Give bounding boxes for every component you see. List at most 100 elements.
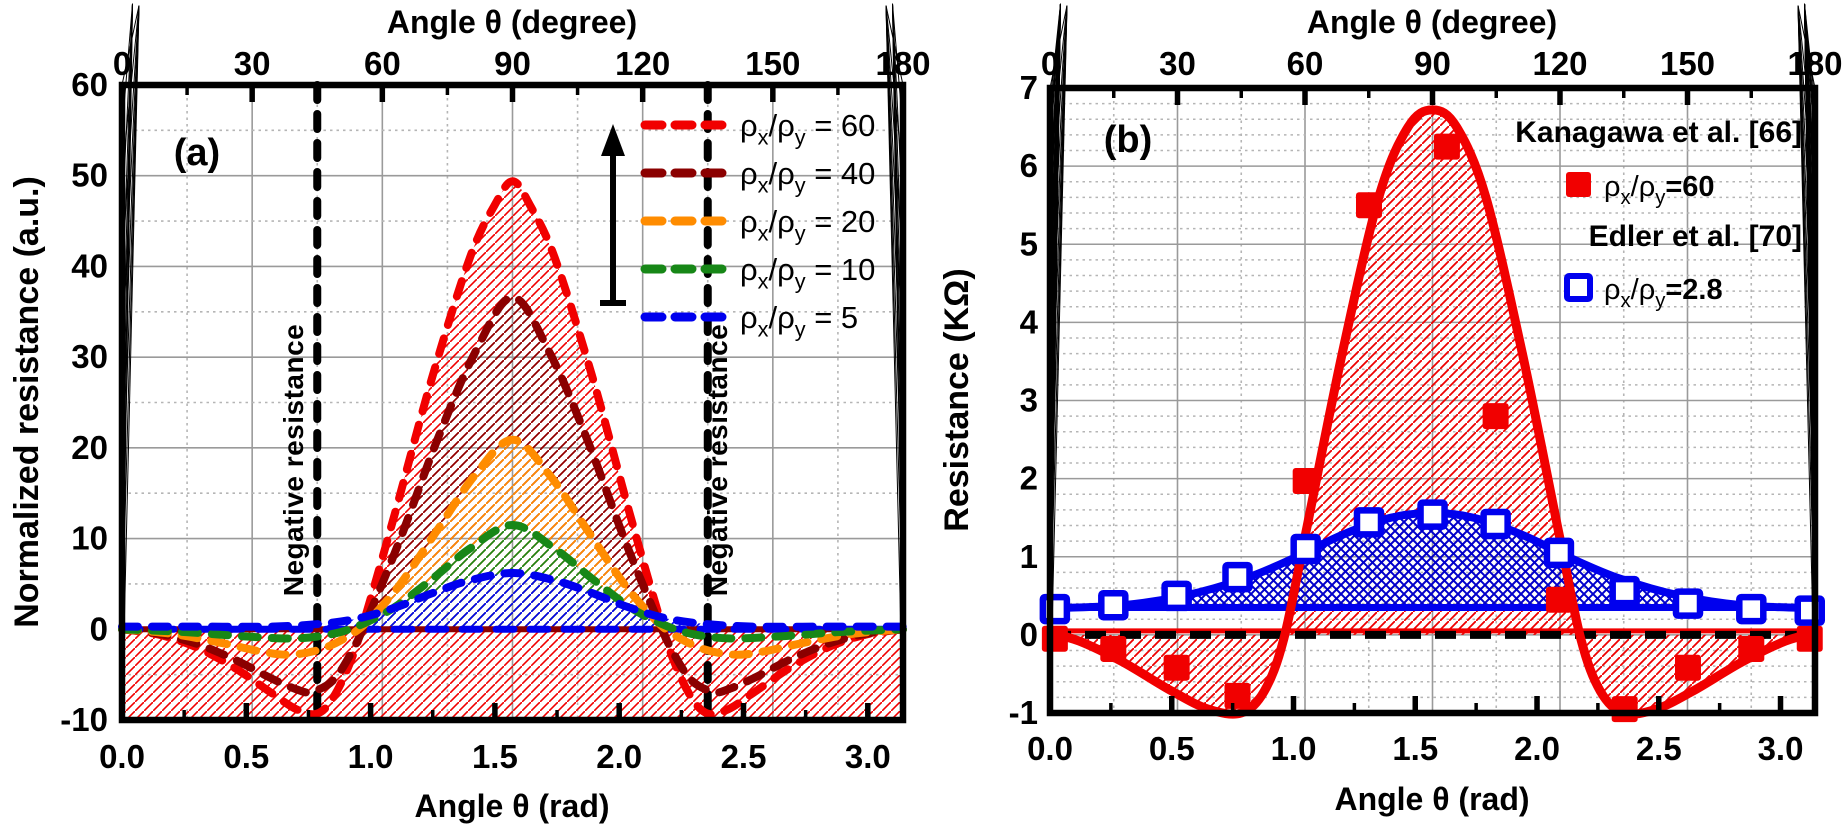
red-fit-area-hatch — [1050, 109, 1815, 715]
y-tick-label: 0 — [1020, 616, 1038, 653]
edler-point-9 — [1543, 537, 1575, 569]
curve-rho-20 — [118, 435, 907, 659]
edler-point-12 — [1736, 593, 1767, 625]
x-top-tick-label: 180 — [1787, 45, 1842, 82]
tick-mark — [885, 5, 904, 267]
panel-b: Kanagawa et al. [66] ρx/ρy=60 Edler et al.… — [938, 3, 1843, 817]
x-top-tick-label: 30 — [1159, 45, 1196, 82]
x-top-tick-label: 90 — [1414, 45, 1451, 82]
kanagawa-point-9 — [1545, 586, 1572, 613]
y-tick-label: 5 — [1020, 225, 1038, 262]
legend-a-label-5: ρx/ρy = 5 — [740, 300, 858, 341]
tick-mark — [121, 5, 140, 86]
x-bottom-tick-label: 1.0 — [1271, 730, 1317, 767]
x-top-tick-label: 0 — [113, 45, 131, 82]
y-tick-label: 4 — [1020, 303, 1039, 340]
tick-mark — [1049, 5, 1068, 167]
tick-labels: 0 30 60 90 120 150 180 0.0 0.5 1.0 1.5 2.0 2.5 3.0 -1 0… — [1009, 45, 1843, 767]
kanagawa-point-11 — [1674, 654, 1701, 681]
curve-rho-5 — [118, 568, 907, 631]
tick-mark — [1797, 5, 1816, 323]
kanagawa-point-1 — [1041, 625, 1068, 652]
panel-b-x-axis-title: Angle θ (rad) — [1334, 781, 1529, 817]
legend-b-title-kanagawa: Kanagawa et al. [66] — [1515, 116, 1802, 149]
increasing-anisotropy-arrow — [600, 124, 626, 306]
negative-resistance-label-right: Negative resistance — [702, 324, 733, 597]
y-tick-label: 20 — [71, 429, 108, 466]
x-bottom-tick-label: 0.5 — [1149, 730, 1195, 767]
x-top-tick-label: 0 — [1041, 45, 1059, 82]
legend-b-title-edler: Edler et al. [70] — [1589, 220, 1802, 253]
tick-mark — [121, 5, 140, 358]
tick-mark — [1049, 5, 1068, 245]
tick-mark — [892, 3, 904, 312]
edler-point-6 — [1353, 507, 1385, 538]
kanagawa-point-6 — [1355, 192, 1382, 219]
legend-b-label-kanagawa: ρx/ρy=60 — [1604, 171, 1715, 209]
x-top-tick-label: 30 — [234, 45, 271, 82]
kanagawa-point-8 — [1482, 403, 1509, 430]
panel-b-letter: (b) — [1104, 119, 1153, 161]
x-bottom-tick-label: 2.0 — [596, 738, 642, 775]
tick-mark — [885, 5, 904, 86]
tick-mark — [1797, 5, 1816, 89]
y-tick-label: 6 — [1020, 147, 1038, 184]
tick-mark — [121, 5, 140, 176]
edler-point-4 — [1222, 561, 1253, 593]
panel-a-x-axis-title: Angle θ (rad) — [414, 788, 609, 824]
y-tick-label: 3 — [1020, 382, 1038, 419]
curve-rho-40 — [118, 293, 907, 697]
tick-mark — [1797, 5, 1816, 479]
x-bottom-tick-label: 0.5 — [223, 738, 269, 775]
panel-a: Negative resistance Negative resistanceρx… — [8, 3, 931, 824]
curve-rho-10 — [118, 520, 907, 643]
tick-mark — [1049, 5, 1068, 89]
tick-mark — [1804, 3, 1816, 104]
y-tick-label: 0 — [90, 610, 108, 647]
x-top-tick-label: 60 — [364, 45, 401, 82]
x-bottom-tick-label: 1.5 — [1392, 730, 1438, 767]
x-bottom-tick-label: 3.0 — [845, 738, 891, 775]
area-fill-5 — [122, 573, 903, 630]
x-bottom-tick-label: 2.0 — [1514, 730, 1560, 767]
y-tick-label: -10 — [60, 701, 108, 738]
y-tick-label: 50 — [71, 157, 108, 194]
kanagawa-point-12 — [1738, 635, 1765, 662]
edler-point-3 — [1161, 580, 1192, 612]
tick-mark — [1797, 5, 1816, 167]
x-bottom-tick-label: 1.5 — [472, 738, 518, 775]
y-tick-label: 2 — [1020, 460, 1038, 497]
tick-mark — [1797, 5, 1816, 401]
legend-a-label-3: ρx/ρy = 20 — [740, 204, 875, 245]
legend-a-label-1: ρx/ρy = 60 — [740, 108, 875, 149]
x-bottom-tick-label: 1.0 — [348, 738, 394, 775]
tick-mark — [121, 3, 133, 131]
kanagawa-point-3 — [1163, 654, 1190, 681]
panel-a-letter: (a) — [174, 132, 220, 174]
tick-mark — [1049, 5, 1068, 323]
x-bottom-tick-label: 3.0 — [1758, 730, 1804, 767]
edler-point-10 — [1609, 575, 1640, 607]
tick-mark — [121, 5, 140, 539]
tick-mark — [1049, 5, 1068, 401]
edler-point-11 — [1672, 588, 1704, 619]
legend-b: Kanagawa et al. [66] ρx/ρy=60 Edler et al.… — [1515, 116, 1802, 312]
tick-mark — [892, 3, 904, 131]
y-tick-label: 7 — [1020, 69, 1038, 106]
y-tick-label: 1 — [1020, 538, 1038, 575]
tick-mark — [885, 5, 904, 176]
tick-mark — [1049, 5, 1068, 479]
y-tick-label: 40 — [71, 247, 108, 284]
x-top-tick-label: 90 — [494, 45, 531, 82]
panel-a-top-axis-title: Angle θ (degree) — [387, 4, 637, 40]
x-top-tick-label: 150 — [1660, 45, 1715, 82]
arrow-head-icon — [601, 124, 625, 156]
tick-mark — [121, 3, 133, 312]
kanagawa-point-2 — [1100, 635, 1127, 662]
tick-mark — [885, 5, 904, 448]
x-top-tick-label: 60 — [1287, 45, 1324, 82]
edler-point-5 — [1290, 533, 1321, 565]
kanagawa-point-7 — [1433, 133, 1460, 160]
